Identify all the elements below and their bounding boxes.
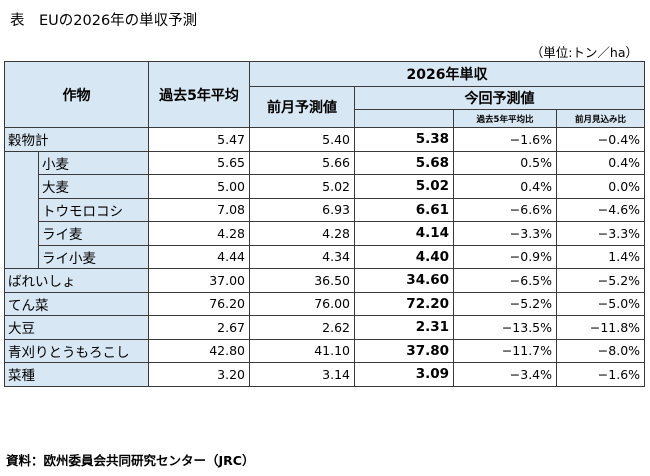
cell-vs-avg5: −11.7%: [453, 338, 557, 363]
cell-prev: 76.00: [249, 291, 355, 316]
cell-vs-prev: 0.4%: [555, 150, 646, 175]
row-name: ばれいしょ: [4, 268, 149, 293]
cell-avg5: 37.00: [148, 268, 250, 293]
cell-vs-avg5: −6.5%: [453, 268, 557, 293]
table-row: ライ小麦 4.44 4.34 4.40 −0.9% 1.4%: [5, 244, 646, 269]
cell-prev: 6.93: [249, 197, 355, 222]
row-name: ライ麦: [38, 221, 149, 246]
cell-current: 5.68: [354, 150, 454, 175]
cell-current: 4.14: [354, 221, 454, 246]
cell-prev: 4.28: [249, 221, 355, 246]
cell-vs-avg5: −6.6%: [453, 197, 557, 222]
cell-vs-avg5: −3.3%: [453, 221, 557, 246]
row-name: 穀物計: [4, 127, 149, 152]
cell-current: 3.09: [354, 362, 454, 387]
table-row: 穀物計 5.47 5.40 5.38 −1.6% −0.4%: [4, 127, 646, 152]
cell-prev: 3.14: [249, 362, 355, 387]
cell-avg5: 4.28: [148, 221, 250, 246]
unit-label: （単位:トン／ha）: [530, 45, 638, 60]
row-name: てん菜: [4, 291, 149, 316]
cell-avg5: 5.47: [148, 127, 250, 152]
table-title: 表 EUの2026年の単収予測: [10, 13, 198, 29]
cell-current: 37.80: [354, 338, 454, 363]
table-row: 青刈りとうもろこし 42.80 41.10 37.80 −11.7% −8.0%: [4, 338, 646, 363]
cell-current: 34.60: [354, 268, 454, 293]
sub-indent: [4, 151, 39, 269]
cell-vs-avg5: −1.6%: [453, 127, 557, 152]
source-note: 資料：欧州委員会共同研究センター（JRC）: [6, 453, 255, 468]
cell-vs-prev: −0.4%: [555, 127, 646, 152]
table-row: 小麦 5.65 5.66 5.68 0.5% 0.4%: [4, 150, 646, 269]
cell-vs-avg5: −3.4%: [453, 362, 557, 387]
cell-vs-prev: −3.3%: [555, 221, 646, 246]
cell-avg5: 2.67: [148, 315, 250, 340]
table-row: 大豆 2.67 2.62 2.31 −13.5% −11.8%: [4, 315, 646, 340]
cell-vs-prev: −5.2%: [555, 268, 646, 293]
cell-vs-avg5: 0.4%: [453, 174, 557, 199]
cell-avg5: 5.65: [148, 150, 250, 175]
row-name: トウモロコシ: [38, 197, 149, 222]
cell-prev: 41.10: [249, 338, 355, 363]
cell-prev: 5.40: [249, 127, 355, 152]
table-row: トウモロコシ 7.08 6.93 6.61 −6.6% −4.6%: [5, 197, 646, 222]
cell-current: 4.40: [354, 244, 454, 269]
cell-vs-prev: −1.6%: [555, 362, 646, 387]
row-name: 小麦: [38, 150, 149, 175]
header-crop: 作物: [4, 61, 149, 128]
header-current-value-blank: [354, 109, 454, 128]
row-name: 大麦: [38, 174, 149, 199]
table-row: 菜種 3.20 3.14 3.09 −3.4% −1.6%: [4, 362, 646, 387]
table-row: 大麦 5.00 5.02 5.02 0.4% 0.0%: [5, 174, 646, 199]
cell-vs-avg5: 0.5%: [453, 150, 557, 175]
cell-avg5: 42.80: [148, 338, 250, 363]
table-row: ライ麦 4.28 4.28 4.14 −3.3% −3.3%: [5, 221, 646, 246]
header-2026-yield: 2026年単収: [248, 61, 646, 87]
cell-avg5: 76.20: [148, 291, 250, 316]
row-name: 菜種: [4, 362, 149, 387]
header-vs-avg5: 過去5年平均比: [453, 109, 557, 128]
table-row: てん菜 76.20 76.00 72.20 −5.2% −5.0%: [4, 291, 646, 316]
header-vs-prev: 前月見込み比: [555, 109, 646, 128]
cell-current: 2.31: [354, 315, 454, 340]
cell-current: 5.38: [354, 127, 454, 152]
header-prev-month: 前月予測値: [249, 86, 355, 128]
cell-current: 5.02: [354, 174, 454, 199]
row-name: ライ小麦: [38, 244, 149, 269]
cell-prev: 2.62: [249, 315, 355, 340]
cell-current: 6.61: [354, 197, 454, 222]
cell-avg5: 7.08: [148, 197, 250, 222]
cell-vs-prev: 0.0%: [555, 174, 646, 199]
cell-prev: 36.50: [249, 268, 355, 293]
cell-vs-avg5: −13.5%: [453, 315, 557, 340]
yield-table: 作物 過去5年平均 2026年単収 前月予測値 今回予測値 過去5年平均比 前月…: [4, 61, 646, 387]
cell-vs-prev: 1.4%: [555, 244, 646, 269]
cell-vs-avg5: −5.2%: [453, 291, 557, 316]
cell-current: 72.20: [354, 291, 454, 316]
header-avg5: 過去5年平均: [148, 61, 250, 128]
cell-avg5: 5.00: [148, 174, 250, 199]
cell-avg5: 3.20: [148, 362, 250, 387]
cell-vs-prev: −5.0%: [555, 291, 646, 316]
row-name: 大豆: [4, 315, 149, 340]
cell-prev: 4.34: [249, 244, 355, 269]
cell-vs-prev: −4.6%: [555, 197, 646, 222]
cell-vs-prev: −8.0%: [555, 338, 646, 363]
header-current: 今回予測値: [353, 86, 646, 110]
row-name: 青刈りとうもろこし: [4, 338, 149, 363]
cell-prev: 5.02: [249, 174, 355, 199]
table-row: ばれいしょ 37.00 36.50 34.60 −6.5% −5.2%: [4, 268, 646, 293]
cell-vs-avg5: −0.9%: [453, 244, 557, 269]
cell-avg5: 4.44: [148, 244, 250, 269]
cell-vs-prev: −11.8%: [555, 315, 646, 340]
cell-prev: 5.66: [249, 150, 355, 175]
